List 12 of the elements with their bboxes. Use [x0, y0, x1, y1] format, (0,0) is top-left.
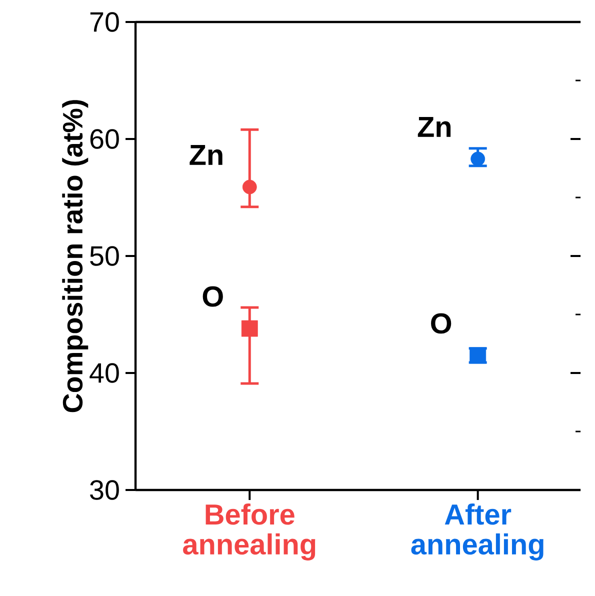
y-tick-label: 30 [90, 480, 120, 500]
y-tick-label: 40 [90, 363, 120, 383]
y-tick-label: 70 [90, 12, 120, 32]
x-tick-label: Before annealing [183, 504, 316, 560]
y-tick-label: 60 [90, 129, 120, 149]
series-label: Zn [190, 145, 223, 165]
text: Zn [418, 116, 451, 137]
x-tick-label: After annealing [411, 504, 544, 560]
text: O [431, 313, 452, 334]
series-label: O [203, 286, 224, 307]
y-axis-title: Composition ratio (at%) [62, 100, 88, 412]
y-tick-label: 50 [90, 246, 120, 266]
